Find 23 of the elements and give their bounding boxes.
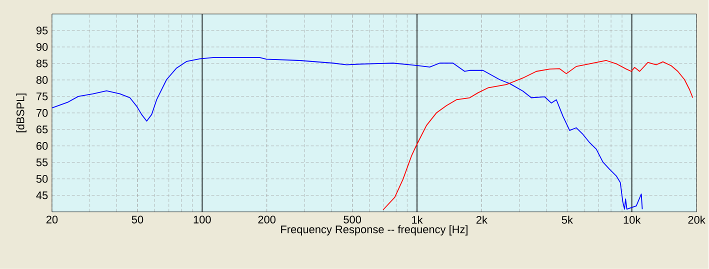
- x-tick-label: 5k: [562, 216, 573, 224]
- y-tick-label: 90: [36, 43, 48, 51]
- x-tick-label: 1k: [412, 216, 423, 224]
- x-tick-label: 200: [258, 216, 276, 224]
- x-tick-label: 20k: [688, 216, 706, 224]
- y-tick-label: 50: [36, 175, 48, 183]
- y-tick-label: 45: [36, 192, 48, 200]
- x-tick-label: 20: [46, 216, 58, 224]
- y-tick-label: 70: [36, 109, 48, 117]
- y-tick-label: 80: [36, 76, 48, 84]
- x-tick-label: 500: [344, 216, 362, 224]
- y-tick-label: 60: [36, 142, 48, 150]
- y-tick-label: 65: [36, 126, 48, 134]
- x-tick-label: 2k: [476, 216, 488, 224]
- x-tick-label: 100: [194, 216, 211, 224]
- x-tick-label: 50: [132, 216, 144, 224]
- y-tick-label: 85: [36, 60, 48, 68]
- y-tick-label: 95: [36, 26, 48, 34]
- y-tick-label: 75: [36, 92, 48, 100]
- y-tick-label: 55: [36, 158, 48, 166]
- y-axis-title: [dBSPL]: [16, 94, 26, 132]
- x-tick-label: 10k: [624, 216, 641, 224]
- x-axis-title: Frequency Response -- frequency [Hz]: [281, 225, 468, 236]
